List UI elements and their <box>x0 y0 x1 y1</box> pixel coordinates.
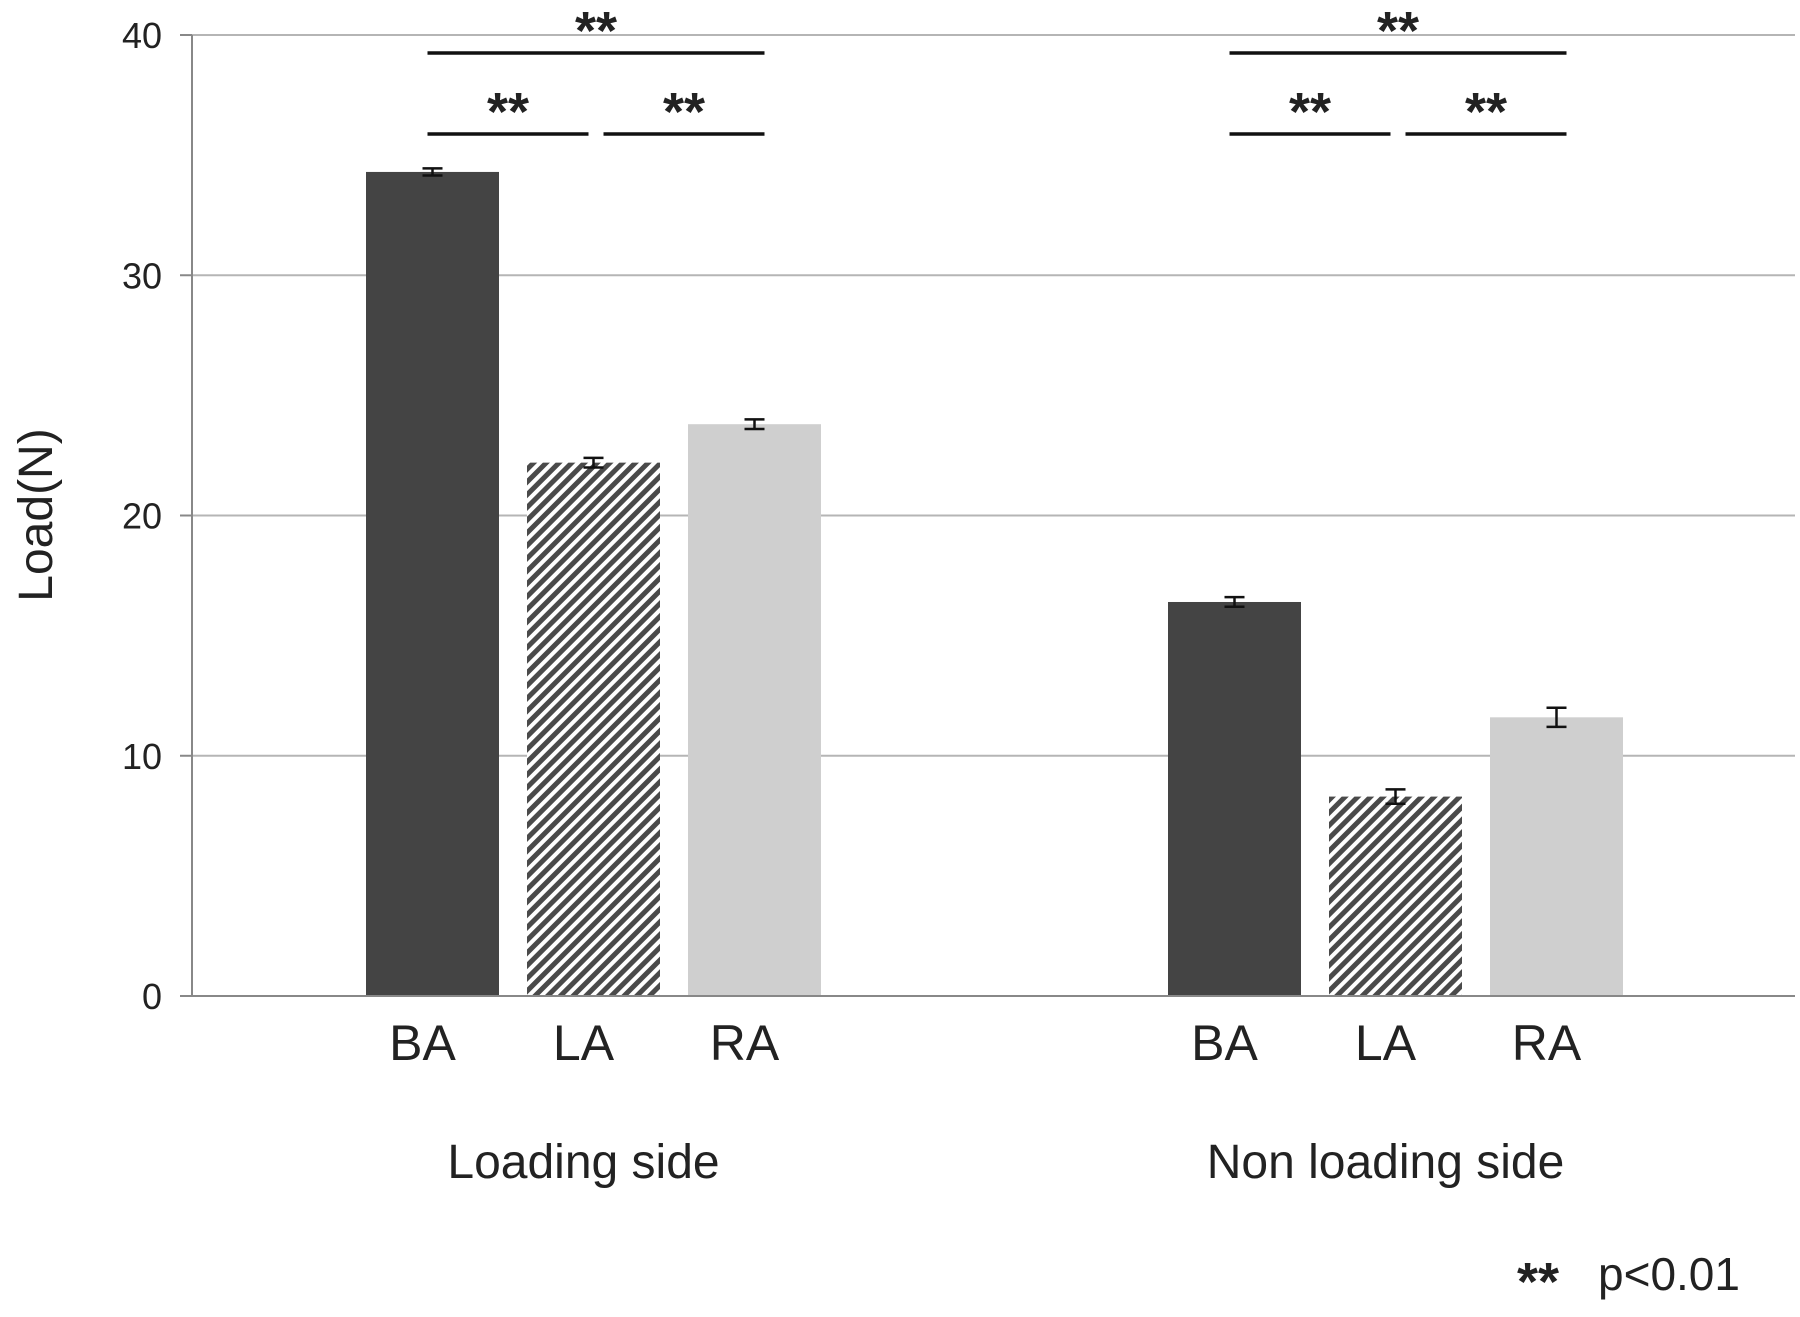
note-stars: ** <box>1517 1252 1559 1312</box>
x-tick-label: BA <box>389 1015 456 1071</box>
group-label: Non loading side <box>1207 1136 1565 1189</box>
significance-stars: ** <box>663 82 705 142</box>
bar-non-loading-side-la <box>1329 796 1462 996</box>
bar-loading-side-ba <box>366 171 499 996</box>
significance-stars: ** <box>1289 82 1331 142</box>
significance-stars: ** <box>1377 1 1419 61</box>
bar-loading-side-ra <box>688 424 821 997</box>
x-tick-label: RA <box>710 1015 780 1071</box>
error-bar <box>1224 595 1245 609</box>
y-tick-label: 0 <box>142 976 162 1017</box>
x-tick-label: LA <box>553 1015 615 1071</box>
y-tick-label: 20 <box>122 496 162 537</box>
bar-loading-side-la <box>527 462 660 996</box>
x-tick-label: LA <box>1355 1015 1417 1071</box>
bar-non-loading-side-ba <box>1168 601 1301 996</box>
note-text: p<0.01 <box>1598 1248 1740 1300</box>
y-tick-label: 40 <box>122 15 162 56</box>
y-tick-label: 30 <box>122 255 162 296</box>
bar-non-loading-side-ra <box>1490 717 1623 996</box>
error-bar <box>744 418 765 431</box>
error-bar <box>1385 788 1406 806</box>
error-bar <box>1546 706 1567 729</box>
x-tick-label: BA <box>1191 1015 1258 1071</box>
significance-stars: ** <box>575 1 617 61</box>
y-axis-label: Load(N) <box>10 428 63 601</box>
error-bar <box>583 456 604 469</box>
x-tick-label: RA <box>1512 1015 1582 1071</box>
group-label: Loading side <box>447 1136 719 1189</box>
error-bar <box>422 167 443 177</box>
significance-stars: ** <box>487 82 529 142</box>
significance-stars: ** <box>1465 82 1507 142</box>
y-tick-label: 10 <box>122 736 162 777</box>
